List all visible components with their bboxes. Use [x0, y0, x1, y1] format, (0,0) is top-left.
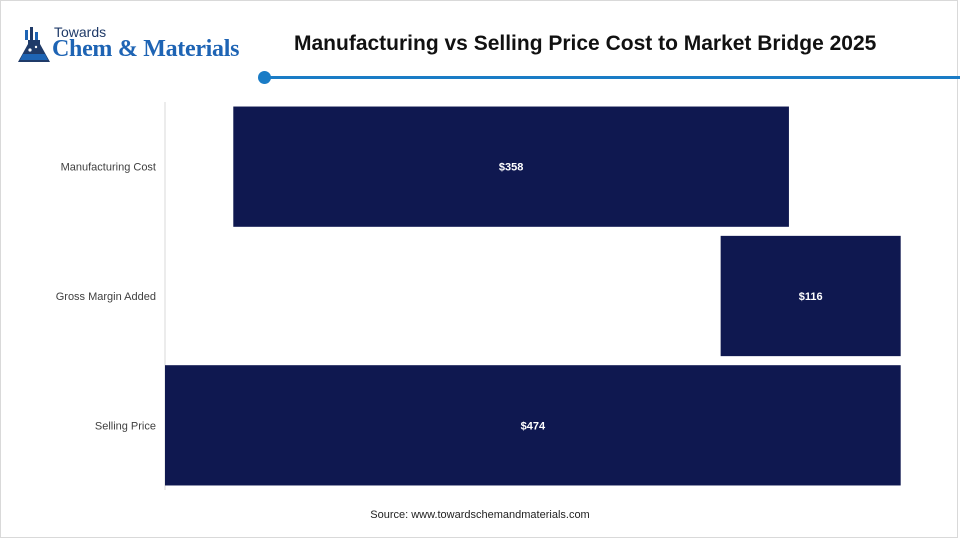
- brand-top-text: Towards: [54, 24, 107, 40]
- chart-title: Manufacturing vs Selling Price Cost to M…: [294, 32, 877, 55]
- source-note: Source: www.towardschemandmaterials.com: [370, 509, 590, 521]
- bar-manufacturing-cost: [233, 106, 789, 227]
- title-rule-line: [266, 76, 960, 79]
- bar-selling-price: [165, 365, 901, 486]
- brand-logo: Towards Chem & Materials: [14, 22, 254, 72]
- category-label: Selling Price: [95, 420, 156, 432]
- title-rule-dot: [258, 71, 271, 84]
- data-label: $116: [799, 291, 823, 303]
- data-label: $474: [521, 420, 546, 432]
- category-label: Gross Margin Added: [56, 291, 156, 303]
- bar-gross-margin-added: [720, 235, 901, 357]
- flask-chart-icon: [18, 27, 50, 62]
- brand-main-text: Chem & Materials: [52, 36, 240, 62]
- data-label: $358: [499, 162, 523, 174]
- category-label: Manufacturing Cost: [61, 162, 156, 174]
